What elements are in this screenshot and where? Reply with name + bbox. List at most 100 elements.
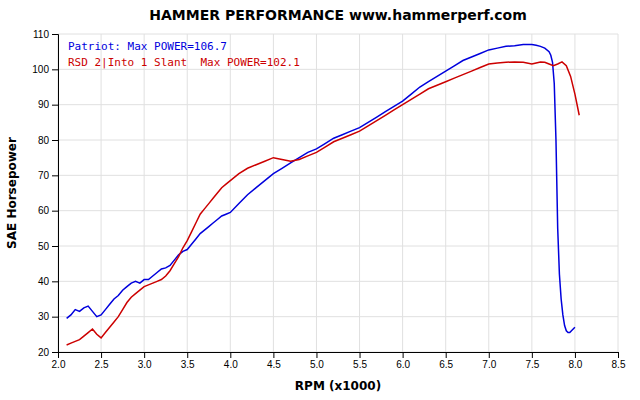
x-tick-mark — [618, 352, 619, 358]
x-tick: 3.0 — [138, 352, 152, 370]
x-grid-line — [101, 34, 102, 352]
x-tick-mark — [360, 352, 361, 358]
x-tick-label: 2.5 — [95, 359, 109, 370]
x-tick-mark — [446, 352, 447, 358]
x-tick-mark — [230, 352, 231, 358]
x-tick-mark — [316, 352, 317, 358]
x-tick-label: 8.5 — [612, 359, 626, 370]
y-tick-mark — [52, 175, 58, 176]
x-tick-label: 4.0 — [224, 359, 238, 370]
y-tick: 40 — [38, 276, 58, 287]
y-tick-mark — [52, 34, 58, 35]
y-tick-label: 80 — [38, 135, 50, 146]
chart: 2.02.53.03.54.04.55.05.56.06.57.07.58.08… — [0, 0, 640, 400]
y-axis-line — [52, 35, 59, 353]
x-grid-line — [618, 34, 619, 352]
series-line — [67, 62, 580, 345]
y-tick-mark — [52, 317, 58, 318]
x-tick-mark — [489, 352, 490, 358]
y-grid-line — [58, 210, 618, 211]
x-grid-line — [316, 34, 317, 352]
x-tick-mark — [101, 352, 102, 358]
y-tick: 70 — [38, 170, 58, 181]
y-grid-line — [58, 175, 618, 176]
x-tick: 4.5 — [267, 352, 281, 370]
y-tick-label: 110 — [33, 29, 49, 40]
x-axis: 2.02.53.03.54.04.55.05.56.06.57.07.58.08… — [52, 352, 626, 370]
x-tick: 2.5 — [95, 352, 109, 370]
x-tick-label: 2.0 — [52, 359, 66, 370]
y-tick-mark — [52, 69, 58, 70]
y-tick: 80 — [38, 135, 58, 146]
x-grid-line — [359, 34, 360, 352]
lines — [67, 45, 580, 345]
x-tick-mark — [403, 352, 404, 358]
x-grid-line — [187, 34, 188, 352]
x-tick: 6.0 — [396, 352, 410, 370]
y-tick: 90 — [38, 99, 58, 110]
y-tick: 110 — [33, 29, 58, 40]
x-tick: 7.0 — [482, 352, 496, 370]
y-tick-mark — [52, 246, 58, 247]
y-grid-line — [58, 34, 618, 35]
x-tick-mark — [532, 352, 533, 358]
y-tick-label: 90 — [38, 99, 50, 110]
x-tick-mark — [273, 352, 274, 358]
y-tick: 30 — [38, 311, 58, 322]
x-tick: 5.5 — [353, 352, 367, 370]
legend-entry: RSD 2|Into 1 Slant Max POWER=102.1 — [68, 56, 300, 69]
y-tick: 50 — [38, 241, 58, 252]
x-grid-line — [574, 34, 575, 352]
x-tick-label: 3.0 — [138, 359, 152, 370]
x-tick-mark — [575, 352, 576, 358]
y-tick-label: 40 — [38, 276, 50, 287]
y-tick-mark — [52, 140, 58, 141]
x-tick-label: 7.5 — [525, 359, 539, 370]
x-tick-mark — [187, 352, 188, 358]
y-axis-title: SAE Horsepower — [5, 137, 19, 249]
y-tick-mark — [52, 281, 58, 282]
x-tick: 7.5 — [525, 352, 539, 370]
y-tick-label: 60 — [38, 205, 50, 216]
y-tick-mark — [52, 352, 58, 353]
y-tick-label: 20 — [38, 347, 50, 358]
y-tick: 20 — [38, 347, 58, 358]
y-tick-label: 100 — [32, 64, 49, 75]
y-tick-mark — [52, 105, 58, 106]
y-tick-mark — [52, 211, 58, 212]
x-grid-line — [144, 34, 145, 352]
y-grid-line — [58, 316, 618, 317]
y-tick-label: 70 — [38, 170, 50, 181]
x-grid-line — [402, 34, 403, 352]
y-grid-line — [58, 104, 618, 105]
title: HAMMER PERFORMANCE www.hammerperf.com — [149, 7, 526, 23]
x-tick-label: 6.0 — [396, 359, 410, 370]
x-tick-label: 4.5 — [267, 359, 281, 370]
x-tick-label: 8.0 — [568, 359, 582, 370]
x-grid-line — [273, 34, 274, 352]
legend-entry: Patriot: Max POWER=106.7 — [68, 40, 227, 53]
y-tick: 60 — [38, 205, 58, 216]
y-axis: 20 30 40 50 60 70 80 90 100 110 — [32, 29, 58, 358]
x-tick: 8.0 — [568, 352, 582, 370]
x-tick-label: 6.5 — [439, 359, 453, 370]
y-tick-label: 50 — [38, 241, 50, 252]
series-line — [67, 45, 575, 333]
x-grid-line — [531, 34, 532, 352]
x-tick: 8.5 — [612, 352, 626, 370]
grid — [58, 34, 618, 352]
x-tick-label: 5.0 — [310, 359, 324, 370]
y-grid-line — [58, 246, 618, 247]
y-tick-label: 30 — [38, 311, 50, 322]
y-tick: 100 — [32, 64, 58, 75]
x-tick: 4.0 — [224, 352, 238, 370]
x-grid-line — [488, 34, 489, 352]
x-tick: 5.0 — [310, 352, 324, 370]
x-tick-mark — [144, 352, 145, 358]
x-tick-label: 7.0 — [482, 359, 496, 370]
x-tick: 2.0 — [52, 352, 66, 370]
legend: Patriot: Max POWER=106.7 RSD 2|Into 1 Sla… — [68, 40, 300, 69]
x-axis-title: RPM (x1000) — [295, 379, 381, 393]
x-tick: 6.5 — [439, 352, 453, 370]
x-tick-label: 5.5 — [353, 359, 367, 370]
